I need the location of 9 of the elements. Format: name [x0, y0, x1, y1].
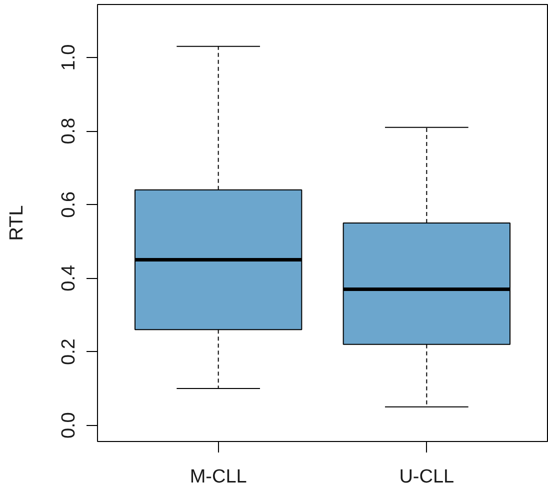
y-tick-label: 0.2: [58, 338, 80, 365]
y-axis-title: RTL: [6, 205, 28, 241]
y-tick-label: 0.6: [58, 191, 80, 218]
y-tick-label: 1.0: [58, 44, 80, 71]
y-tick-label: 0.8: [58, 118, 80, 144]
x-tick-label: M-CLL: [190, 466, 247, 488]
y-tick-label: 0.0: [58, 412, 80, 439]
y-tick-label: 0.4: [58, 264, 80, 292]
x-tick-label: U-CLL: [399, 466, 454, 488]
